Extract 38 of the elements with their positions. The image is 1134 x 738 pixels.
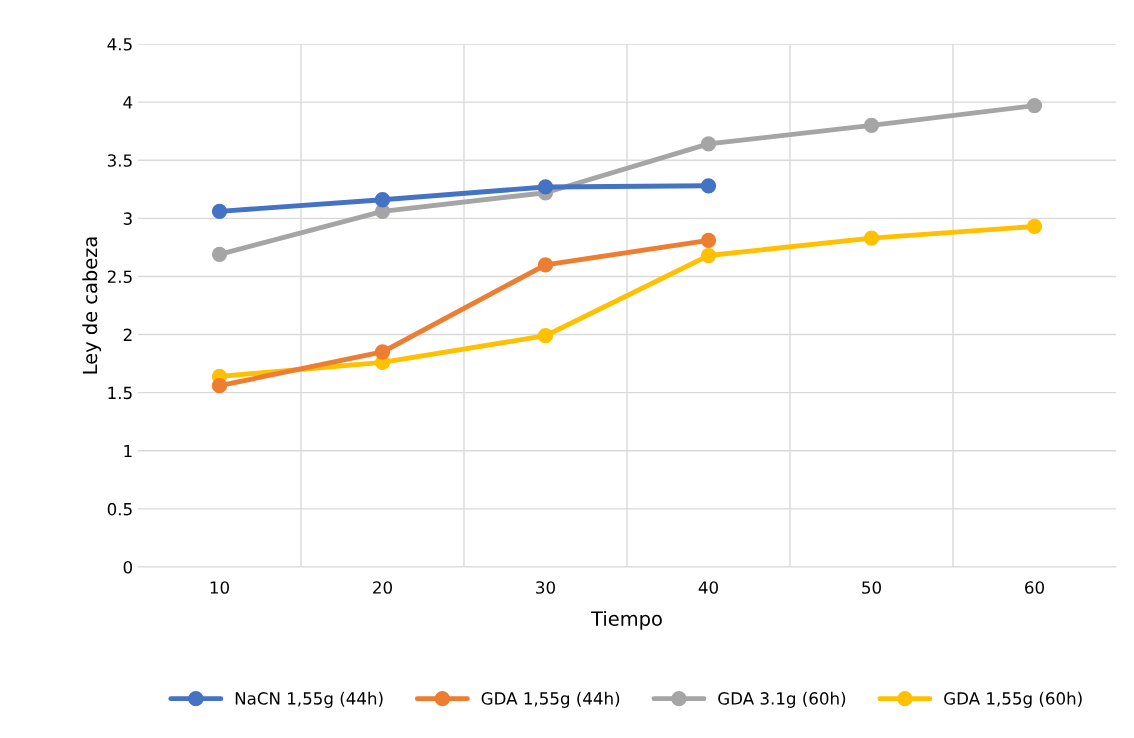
y-tick-label: 4 (123, 96, 133, 109)
y-tick-label: 1.5 (108, 386, 132, 400)
y-tick-label: 0.5 (107, 502, 132, 516)
x-tick-label: 20 (373, 581, 392, 594)
y-tick-label: 3 (123, 212, 132, 225)
x-tick-label: 10 (210, 581, 229, 594)
legend-label: NaCN 1,55g (44h) (235, 691, 383, 708)
point (700, 136, 717, 152)
legend-label: GDA 1,55g (44h) (481, 691, 620, 708)
point (211, 203, 228, 219)
point (537, 328, 554, 344)
point (211, 246, 228, 263)
legend-label: GDA 1,55g (60h) (944, 691, 1082, 708)
point (863, 117, 880, 133)
point (211, 378, 228, 394)
point (374, 192, 391, 208)
x-axis-title: Tiempo (591, 610, 662, 630)
x-tick-label: 50 (862, 581, 881, 594)
y-tick-label: 4.5 (107, 38, 132, 51)
legend-label: GDA 3.1g (60h) (718, 691, 846, 708)
x-tick-label: 40 (698, 581, 718, 594)
y-tick-label: 2 (123, 328, 132, 341)
point (1026, 218, 1043, 235)
y-tick-label: 3.5 (107, 154, 132, 167)
point (374, 344, 391, 360)
y-tick-label: 0 (123, 560, 133, 574)
y-axis-title: Ley de cabeza (82, 237, 102, 374)
x-tick-label: 30 (536, 581, 555, 594)
point (700, 247, 717, 264)
point (700, 178, 717, 194)
point (863, 230, 880, 246)
point (700, 232, 717, 249)
point (537, 179, 554, 195)
y-tick-label: 2.5 (107, 270, 132, 284)
y-tick-label: 1 (124, 444, 132, 458)
x-tick-label: 60 (1025, 581, 1044, 594)
point (537, 257, 554, 273)
point (1026, 97, 1043, 114)
